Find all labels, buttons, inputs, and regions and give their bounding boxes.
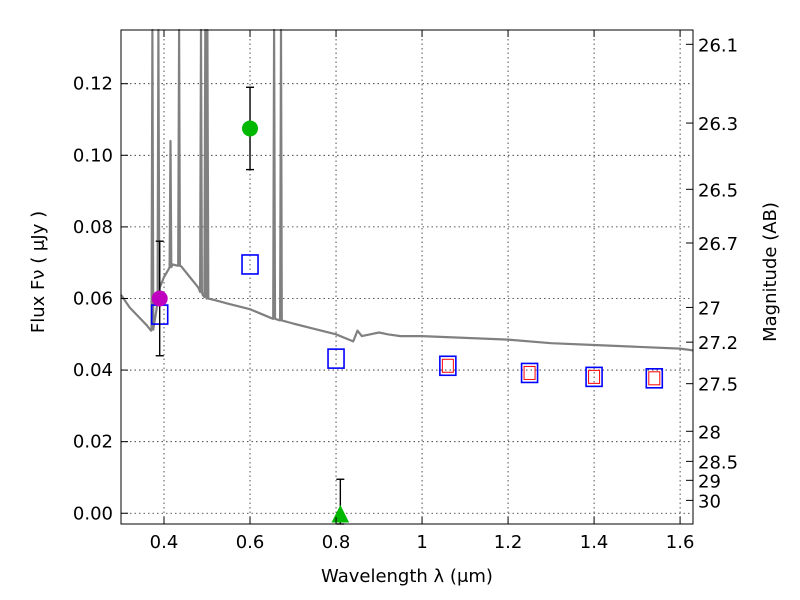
x-axis-title: Wavelength λ (μm)	[321, 566, 493, 587]
magnitude-tick-label: 26.7	[698, 234, 738, 255]
axis-ticks: 0.4 0.6 0.8 1 1.2 1.4 1.6 0.00 0.02 0.04 0.06 0.08 0…	[73, 30, 738, 553]
model-spectrum	[120, 28, 694, 352]
x-tick-label: 1.6	[666, 532, 695, 553]
red-photometry-square	[441, 358, 454, 373]
y-tick-label: 0.10	[73, 145, 113, 166]
magnitude-tick-label: 28.5	[698, 452, 738, 473]
model-photometry-square	[241, 254, 259, 275]
y-tick-label: 0.06	[73, 288, 113, 309]
x-tick-label: 0.6	[236, 532, 265, 553]
model-photometry-square	[439, 355, 457, 377]
x-tick-label: 1	[416, 532, 427, 553]
x-tick-label: 1.2	[494, 532, 523, 553]
x-tick-label: 0.4	[150, 532, 179, 553]
magnitude-tick-label: 26.3	[698, 114, 738, 135]
y-tick-label: 0.02	[73, 432, 113, 453]
model-spectrum-line	[120, 28, 694, 352]
magnitude-tick-label: 30	[698, 491, 721, 512]
magnitude-tick-label: 27.2	[698, 333, 738, 354]
plot-frame	[120, 29, 694, 525]
model-photometry-square	[520, 362, 539, 384]
magnitude-tick-label: 26.5	[698, 180, 738, 201]
red-photometry-square	[588, 369, 601, 384]
magnitude-axis-title: Magnitude (AB)	[760, 202, 781, 342]
magnitude-tick-label: 27.5	[698, 375, 738, 396]
grid-lines	[121, 30, 693, 524]
y-tick-label: 0.04	[73, 360, 113, 381]
y-axis-title: Flux Fν ( μJy )	[28, 211, 49, 333]
model-photometry-square	[327, 348, 345, 369]
magnitude-tick-label: 26.1	[698, 35, 738, 56]
red-photometry-square	[648, 371, 661, 386]
data-points	[150, 86, 664, 525]
observed-v-circle	[242, 120, 259, 137]
y-tick-label: 0.08	[73, 217, 113, 238]
red-photometry-square	[523, 365, 536, 380]
y-tick-label: 0.12	[73, 74, 113, 95]
observed-i-triangle	[331, 504, 350, 523]
x-axis-label: Wavelength λ (μm)	[321, 566, 493, 587]
y-tick-label: 0.00	[73, 503, 113, 524]
model-photometry-square	[585, 366, 603, 388]
x-tick-label: 1.4	[580, 532, 609, 553]
magnitude-tick-label: 29	[698, 471, 721, 492]
magnitude-tick-label: 28	[698, 422, 721, 443]
observed-u-circle	[151, 290, 168, 307]
magnitude-tick-label: 27	[698, 298, 721, 319]
model-photometry-square	[645, 368, 664, 389]
x-tick-label: 0.8	[322, 532, 351, 553]
